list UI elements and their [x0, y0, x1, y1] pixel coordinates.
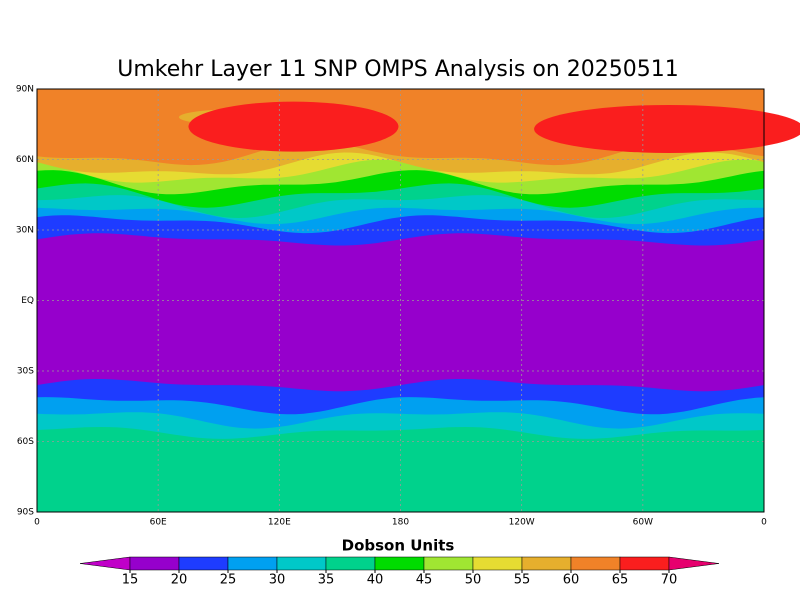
colorbar-box	[619, 556, 670, 571]
field-patch	[534, 104, 800, 153]
colorbar-tick-label: 50	[465, 573, 482, 588]
lat-label: 30N	[16, 226, 34, 236]
field-patch	[188, 101, 399, 152]
colorbar-box	[521, 556, 572, 571]
lon-label: 120E	[268, 518, 291, 528]
colorbar-tick-label: 40	[367, 573, 384, 588]
colorbar-box	[325, 556, 376, 571]
lon-label: 0	[34, 518, 40, 528]
lat-label: EQ	[21, 296, 34, 306]
map-title: Umkehr Layer 11 SNP OMPS Analysis on 202…	[117, 57, 679, 82]
colorbar-tick-label: 65	[612, 573, 629, 588]
colorbar-box	[276, 556, 327, 571]
lon-label: 0	[761, 518, 767, 528]
colorbar-box	[129, 556, 180, 571]
colorbar-box	[374, 556, 425, 571]
colorbar-tick-label: 25	[220, 573, 237, 588]
lon-label: 120W	[509, 518, 535, 528]
colorbar-tick-label: 55	[514, 573, 531, 588]
colorbar-box	[423, 556, 474, 571]
colorbar-tick-label: 60	[563, 573, 580, 588]
lat-label: 90S	[17, 508, 34, 518]
colorbar-over	[668, 556, 720, 571]
lat-label: 60S	[17, 437, 34, 447]
lon-label: 60W	[633, 518, 653, 528]
colorbar-tick-label: 15	[122, 573, 139, 588]
lon-label: 180	[392, 518, 409, 528]
colorbar-label: Dobson Units	[342, 537, 455, 555]
lat-label: 90N	[16, 85, 34, 95]
colorbar-box	[472, 556, 523, 571]
map-area	[37, 89, 800, 512]
colorbar-box	[178, 556, 229, 571]
colorbar-box	[570, 556, 621, 571]
colorbar-tick-label: 30	[269, 573, 286, 588]
lat-label: 30S	[17, 367, 34, 377]
lat-label: 60N	[16, 155, 34, 165]
colorbar-tick-label: 20	[171, 573, 188, 588]
map-frame	[36, 88, 765, 513]
colorbar-tick-label: 45	[416, 573, 433, 588]
lon-label: 60E	[150, 518, 167, 528]
colorbar-box	[227, 556, 278, 571]
colorbar-tick-label: 35	[318, 573, 335, 588]
colorbar-under	[79, 556, 131, 571]
colorbar-tick-label: 70	[661, 573, 678, 588]
